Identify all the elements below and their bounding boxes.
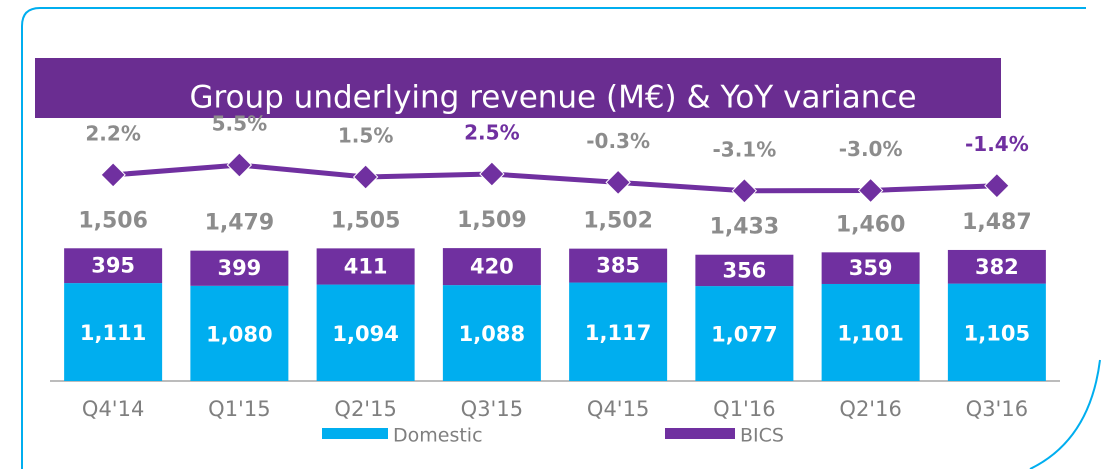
bar-bics: [569, 248, 668, 283]
bics-label: 356: [722, 258, 766, 282]
total-label: 1,460: [836, 212, 906, 237]
bar-domestic: [569, 282, 668, 381]
yoy-marker: [479, 161, 505, 187]
domestic-label: 1,077: [711, 323, 777, 347]
legend-label: BICS: [740, 425, 784, 447]
bar-bics: [821, 252, 920, 284]
category-label: Q2'16: [839, 397, 901, 421]
bar-bics: [442, 248, 541, 286]
bar-bics: [64, 248, 163, 284]
total-label: 1,509: [457, 208, 527, 233]
chart-title: Group underlying revenue (M€) & YoY vari…: [189, 80, 916, 116]
frame: [21, 7, 1086, 469]
yoy-marker: [352, 164, 379, 190]
yoy-marker: [984, 172, 1010, 199]
bar-domestic: [190, 285, 289, 381]
yoy-marker: [857, 177, 884, 204]
yoy-marker: [100, 162, 126, 188]
bics-label: 385: [596, 254, 640, 278]
bics-label: 399: [217, 256, 261, 280]
bar-bics: [316, 248, 415, 285]
title-banner: [35, 58, 1001, 118]
category-label: Q2'15: [334, 397, 396, 421]
bics-label: 420: [470, 255, 514, 279]
domestic-label: 1,080: [206, 322, 272, 346]
yoy-label: 1.5%: [338, 124, 393, 148]
domestic-label: 1,101: [837, 321, 903, 345]
yoy-label: 2.5%: [464, 121, 519, 145]
yoy-marker: [226, 152, 253, 178]
bics-label: 359: [849, 256, 893, 280]
domestic-label: 1,105: [964, 321, 1030, 345]
category-label: Q4'15: [587, 397, 649, 421]
legend-label: Domestic: [393, 425, 483, 447]
domestic-label: 1,117: [585, 321, 651, 345]
yoy-label: -0.3%: [586, 129, 650, 153]
bar-domestic: [316, 284, 415, 381]
category-label: Q3'15: [461, 397, 523, 421]
total-label: 1,487: [962, 210, 1032, 235]
bar-domestic: [695, 286, 794, 381]
legend-swatch: [322, 428, 388, 439]
bar-bics: [190, 250, 289, 286]
category-label: Q1'15: [208, 397, 270, 421]
domestic-label: 1,088: [459, 322, 525, 346]
category-label: Q3'16: [966, 397, 1028, 421]
bics-label: 382: [975, 255, 1019, 279]
total-label: 1,479: [205, 211, 275, 236]
bar-domestic: [64, 283, 163, 381]
yoy-label: -1.4%: [965, 132, 1029, 156]
bar-domestic: [947, 283, 1046, 381]
yoy-label: -3.0%: [839, 137, 903, 161]
legend-swatch: [665, 428, 735, 439]
bics-label: 411: [344, 254, 388, 278]
yoy-label: 2.2%: [85, 121, 140, 145]
bar-bics: [947, 249, 1046, 284]
bar-bics: [695, 254, 794, 287]
total-label: 1,502: [583, 209, 653, 234]
yoy-label: 5.5%: [212, 112, 267, 136]
frame-curve: [1029, 359, 1101, 469]
domestic-label: 1,111: [80, 321, 146, 345]
domestic-label: 1,094: [332, 322, 398, 346]
bar-domestic: [442, 285, 541, 381]
category-label: Q1'16: [713, 397, 775, 421]
yoy-marker: [605, 169, 631, 196]
yoy-marker: [731, 178, 758, 204]
category-label: Q4'14: [82, 397, 144, 421]
yoy-line: [112, 162, 997, 194]
total-label: 1,433: [710, 215, 780, 240]
bics-label: 395: [91, 254, 135, 278]
yoy-label: -3.1%: [712, 137, 776, 161]
total-label: 1,505: [331, 208, 401, 233]
total-label: 1,506: [78, 208, 148, 233]
bar-domestic: [821, 283, 920, 381]
